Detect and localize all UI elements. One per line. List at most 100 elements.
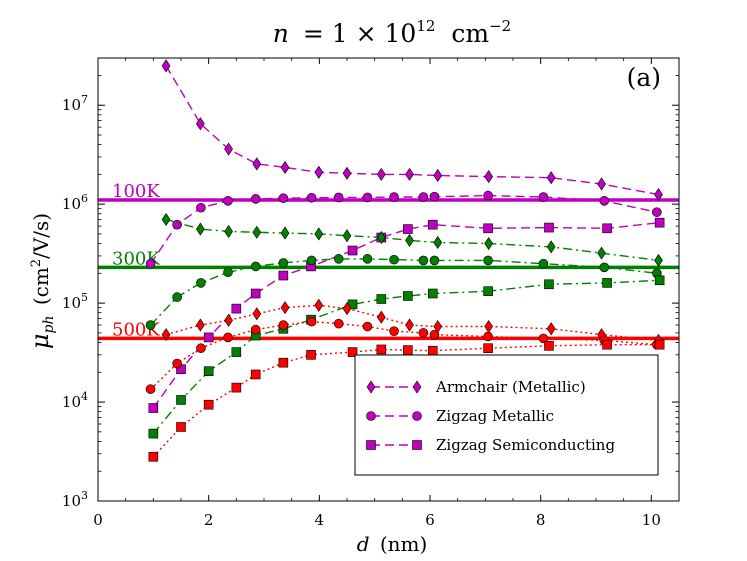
data-point bbox=[544, 222, 554, 233]
data-point bbox=[403, 224, 413, 234]
legend-entry-circle: Zigzag Metallic bbox=[366, 407, 554, 425]
data-point bbox=[314, 165, 324, 179]
data-point bbox=[376, 167, 386, 181]
data-point bbox=[654, 275, 665, 286]
data-point bbox=[306, 350, 316, 360]
data-point bbox=[538, 192, 549, 202]
data-point bbox=[342, 166, 352, 180]
data-point bbox=[405, 233, 414, 247]
data-point bbox=[602, 223, 612, 234]
data-point bbox=[172, 358, 182, 369]
x-axis-variable: d bbox=[357, 532, 370, 556]
data-point bbox=[145, 258, 156, 269]
data-point bbox=[403, 345, 413, 355]
y-tick-label: 105 bbox=[62, 291, 88, 312]
legend-marker bbox=[412, 440, 422, 450]
data-point bbox=[250, 324, 261, 335]
data-point bbox=[429, 255, 440, 266]
series-circle-300k bbox=[145, 254, 662, 330]
legend-entries: Armchair (Metallic) Zigzag Metallic Zigzag… bbox=[366, 378, 615, 454]
data-point bbox=[278, 320, 289, 330]
data-point bbox=[403, 291, 413, 301]
legend-box bbox=[354, 354, 659, 476]
data-point bbox=[544, 279, 554, 290]
data-point bbox=[148, 451, 159, 462]
data-point bbox=[224, 313, 233, 327]
y-axis-unit-exponent: 2 bbox=[29, 259, 44, 267]
data-point bbox=[203, 332, 214, 343]
data-point bbox=[196, 318, 205, 332]
data-point bbox=[172, 292, 182, 302]
y-tick-label: 106 bbox=[62, 192, 88, 213]
data-point bbox=[483, 223, 493, 234]
data-point bbox=[362, 192, 373, 203]
data-point bbox=[278, 270, 289, 281]
data-point bbox=[224, 224, 233, 238]
y-tick-label: 104 bbox=[62, 390, 88, 411]
x-axis-unit: (nm) bbox=[380, 532, 427, 556]
data-point bbox=[172, 219, 182, 230]
data-point bbox=[278, 193, 289, 203]
data-point bbox=[196, 278, 206, 288]
x-tick-label: 8 bbox=[536, 511, 546, 529]
title-variable: n bbox=[273, 19, 289, 48]
data-point bbox=[280, 301, 290, 315]
data-point bbox=[196, 202, 206, 213]
series-line bbox=[150, 194, 658, 265]
data-point bbox=[278, 258, 289, 268]
data-point bbox=[483, 343, 493, 354]
x-tick-label: 6 bbox=[425, 511, 435, 529]
data-point bbox=[224, 142, 233, 156]
data-point bbox=[231, 382, 242, 393]
data-point bbox=[418, 328, 429, 338]
data-point bbox=[597, 177, 606, 191]
data-point bbox=[484, 170, 494, 184]
data-point bbox=[484, 236, 494, 251]
data-point bbox=[376, 344, 387, 355]
data-point bbox=[427, 288, 438, 299]
data-point bbox=[546, 240, 556, 254]
x-tick-label: 2 bbox=[204, 511, 214, 529]
data-point bbox=[389, 326, 399, 337]
series-line bbox=[152, 279, 660, 435]
data-point bbox=[278, 357, 289, 368]
data-point bbox=[418, 192, 429, 202]
data-point bbox=[252, 225, 262, 239]
data-point bbox=[306, 316, 317, 327]
legend-label: Armchair (Metallic) bbox=[435, 378, 586, 396]
data-point bbox=[418, 255, 429, 266]
data-point bbox=[376, 230, 386, 245]
data-point bbox=[405, 318, 414, 332]
chart-title: n = 1 × 1012 cm−2 bbox=[273, 8, 511, 48]
data-point bbox=[252, 307, 262, 321]
y-axis-subscript: ph bbox=[41, 316, 57, 334]
data-point bbox=[602, 339, 612, 350]
legend-marker bbox=[366, 411, 376, 421]
data-point bbox=[223, 196, 233, 206]
data-point bbox=[231, 303, 242, 314]
title-unit: cm bbox=[451, 19, 489, 48]
data-point bbox=[433, 168, 443, 183]
data-point bbox=[280, 160, 290, 174]
data-point bbox=[176, 395, 186, 405]
data-point bbox=[546, 322, 556, 336]
data-point bbox=[429, 329, 440, 340]
series-circle-100k bbox=[145, 190, 662, 269]
data-point bbox=[203, 399, 214, 410]
series-line bbox=[165, 65, 659, 196]
data-point bbox=[347, 347, 358, 357]
data-point bbox=[161, 212, 171, 227]
series-circle-500k bbox=[145, 316, 662, 394]
data-point bbox=[427, 219, 438, 230]
series-line bbox=[150, 258, 657, 326]
data-point bbox=[483, 286, 493, 296]
data-point bbox=[427, 345, 438, 356]
data-point bbox=[314, 298, 324, 312]
data-point bbox=[250, 194, 261, 204]
data-point bbox=[546, 171, 556, 185]
series-diamond-300k bbox=[161, 212, 663, 267]
legend-entry-diamond: Armchair (Metallic) bbox=[366, 378, 586, 396]
data-point bbox=[389, 254, 399, 265]
data-point bbox=[314, 227, 324, 241]
